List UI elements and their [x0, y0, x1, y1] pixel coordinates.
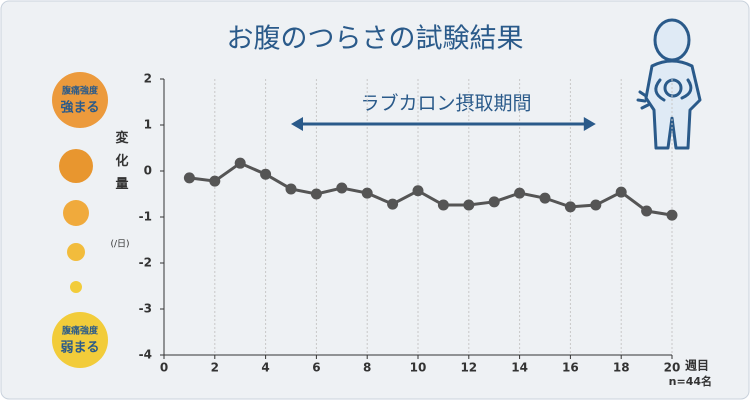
point [437, 199, 449, 211]
legend-circle [52, 72, 108, 128]
point [234, 157, 246, 169]
y-tick-label: -1 [139, 210, 152, 224]
y-tick-label: 2 [144, 72, 152, 86]
point [615, 186, 627, 198]
point [564, 201, 576, 213]
x-tick-label: 0 [160, 361, 168, 375]
arrow-head [583, 117, 596, 131]
x-tick-label: 18 [613, 361, 630, 375]
person-icon [636, 18, 702, 150]
legend-text: 弱まる [60, 340, 99, 356]
y-tick-label: -3 [139, 302, 152, 316]
y-tick-label: -2 [139, 256, 152, 270]
period-label: ラブカロン摂取期間 [360, 92, 531, 115]
legend-circle [67, 243, 85, 261]
x-tick-label: 4 [261, 361, 269, 375]
x-tick-label: 14 [511, 361, 528, 375]
y-tick-label: 0 [144, 164, 152, 178]
legend-text: 強まる [60, 100, 99, 116]
point [514, 187, 526, 199]
point [641, 205, 653, 217]
point [183, 172, 195, 184]
point [590, 199, 602, 211]
y-tick-label: 1 [144, 118, 152, 132]
point [310, 188, 322, 200]
legend-circle [59, 149, 93, 183]
legend-circle [70, 281, 82, 293]
legend-circle [52, 312, 108, 368]
x-tick-label: 20 [664, 361, 681, 375]
chart-title: お腹のつらさの試験結果 [227, 24, 524, 55]
sample-note: n=44名 [669, 374, 712, 388]
point [463, 199, 475, 211]
y-tick-label: -4 [139, 348, 152, 362]
x-axis-unit: 週目 [685, 358, 709, 373]
x-tick-label: 12 [460, 361, 477, 375]
y-axis-label: 変化量 [113, 130, 129, 200]
x-tick-label: 16 [562, 361, 579, 375]
legend-circle [63, 200, 89, 226]
point [209, 175, 221, 187]
y-axis-unit: (/日) [110, 239, 129, 250]
point [387, 198, 399, 210]
legend-text: 腹痛強度 [61, 85, 99, 97]
x-tick-label: 8 [363, 361, 371, 375]
point [285, 183, 297, 195]
point [336, 182, 348, 194]
point [412, 185, 424, 197]
point [539, 192, 551, 204]
x-tick-label: 6 [312, 361, 320, 375]
point [260, 168, 272, 180]
arrow-head [291, 117, 303, 131]
x-tick-label: 2 [211, 361, 219, 375]
point [488, 196, 500, 208]
point [666, 209, 678, 221]
legend-text: 腹痛強度 [61, 325, 99, 337]
x-tick-label: 10 [410, 361, 427, 375]
point [361, 187, 373, 199]
